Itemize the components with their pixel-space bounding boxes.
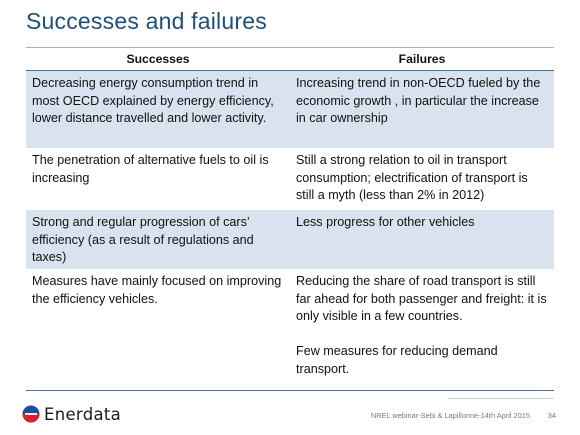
success-cell: Strong and regular progression of cars’ … [26,210,290,269]
success-text: Strong and regular progression of cars’ … [32,215,254,264]
success-text: Measures have mainly focused on improvin… [32,274,282,306]
footer-divider [448,398,554,399]
table-row: Strong and regular progression of cars’ … [26,210,554,269]
column-header-failures: Failures [290,50,554,71]
table-row: The penetration of alternative fuels to … [26,148,554,210]
enerdata-logo: Enerdata [22,404,122,424]
failure-cell: Less progress for other vehicles [290,210,554,269]
successes-failures-table: Successes Failures Decreasing energy con… [26,50,554,394]
enerdata-logo-icon [22,405,40,423]
failure-cell: Reducing the share of road transport is … [290,269,554,394]
failure-text: Reducing the share of road transport is … [296,274,547,376]
success-cell: The penetration of alternative fuels to … [26,148,290,210]
title-divider [26,47,554,48]
success-cell: Decreasing energy consumption trend in m… [26,70,290,148]
page-number: 34 [547,411,556,420]
table-row: Measures have mainly focused on improvin… [26,269,554,394]
table-row: Decreasing energy consumption trend in m… [26,70,554,148]
success-text: Decreasing energy consumption trend in m… [32,76,274,125]
failure-cell: Still a strong relation to oil in transp… [290,148,554,210]
failure-text: Less progress for other vehicles [296,215,475,229]
column-header-successes: Successes [26,50,290,71]
logo-text: Enerdata [44,404,122,424]
failure-text: Still a strong relation to oil in transp… [296,153,528,202]
success-cell: Measures have mainly focused on improvin… [26,269,290,394]
table-header-row: Successes Failures [26,50,554,71]
footer-note: NREL webinar-Sebi & Lapillonne-14th Apri… [370,411,530,420]
failure-cell: Increasing trend in non-OECD fueled by t… [290,70,554,148]
slide-title: Successes and failures [26,8,267,34]
failure-text: Increasing trend in non-OECD fueled by t… [296,76,541,125]
table-bottom-divider [26,390,554,391]
success-text: The penetration of alternative fuels to … [32,153,269,185]
